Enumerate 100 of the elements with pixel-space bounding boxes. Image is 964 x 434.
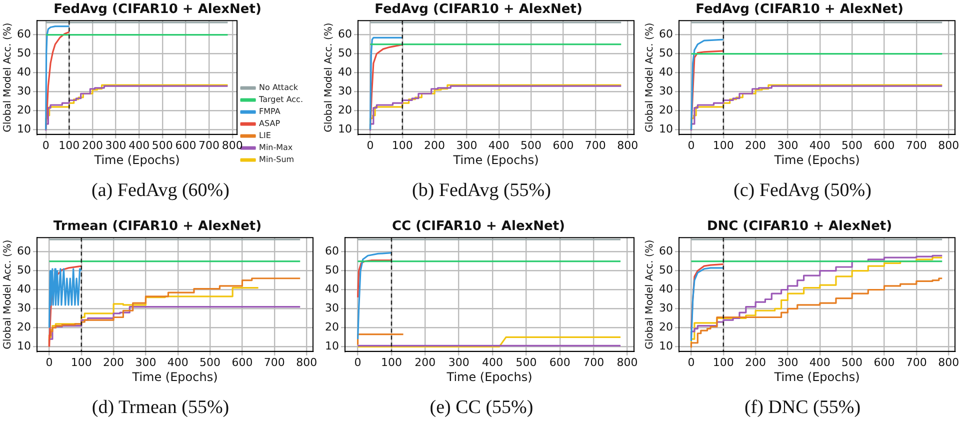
y-tick-label: 10 [16,122,31,136]
x-tick-label: 600 [874,138,895,152]
chart-title: Trmean (CIFAR10 + AlexNet) [53,219,262,234]
x-axis-title: Time (Epochs) [773,152,860,167]
y-tick-label: 50 [16,46,31,60]
x-tick-label: 100 [712,356,734,369]
x-axis-title: Time (Epochs) [773,370,860,384]
chart-title: FedAvg (CIFAR10 + AlexNet) [54,2,262,18]
y-axis-title: Global Model Acc. (%) [644,22,656,132]
y-tick-label: 40 [338,66,352,79]
x-tick-label: 100 [392,138,413,152]
legend-label: FMPA [259,107,281,116]
x-tick-label: 300 [105,138,126,152]
x-tick-label: 800 [938,138,960,152]
x-tick-label: 800 [296,356,318,369]
y-tick-label: 20 [16,320,31,334]
y-axis-title: Global Model Acc. (%) [2,240,14,350]
legend-label: No Attack [259,83,298,92]
x-tick-label: 200 [745,138,766,152]
chart-title: FedAvg (CIFAR10 + AlexNet) [696,2,904,18]
y-tick-label: 20 [658,320,673,334]
x-tick-label: 700 [906,138,927,152]
x-tick-label: 700 [198,138,220,152]
y-tick-label: 20 [338,104,352,117]
x-tick-label: 200 [745,356,766,369]
y-tick-label: 60 [658,244,673,258]
x-tick-label: 0 [688,138,695,152]
y-tick-label: 30 [658,84,673,98]
y-tick-label: 50 [658,46,673,60]
x-tick-label: 800 [617,138,638,152]
y-tick-label: 50 [338,46,352,60]
y-tick-label: 10 [16,340,31,353]
y-tick-label: 20 [16,104,31,117]
x-tick-label: 400 [167,356,188,369]
y-tick-label: 40 [16,282,31,296]
x-axis-title: Time (Epochs) [446,370,532,384]
x-tick-label: 800 [222,138,243,152]
y-tick-label: 60 [324,244,339,258]
x-axis-title: Time (Epochs) [131,370,218,384]
legend-label: Min-Max [259,143,293,152]
x-tick-label: 0 [688,356,695,369]
x-tick-label: 600 [552,138,574,152]
y-tick-label: 60 [338,28,352,41]
x-tick-label: 200 [414,356,436,369]
y-tick-label: 60 [658,28,673,41]
y-tick-label: 10 [658,340,673,353]
x-tick-label: 0 [354,356,362,369]
legend-label: Min-Sum [259,155,294,164]
y-tick-label: 40 [16,66,31,79]
y-tick-label: 50 [16,264,31,277]
y-tick-label: 30 [16,302,31,315]
x-tick-label: 0 [366,138,374,152]
text: (a) FedAvg (60%) [90,180,230,202]
x-tick-label: 600 [874,356,895,369]
y-axis-title: Global Model Acc. (%) [2,22,14,132]
x-tick-label: 100 [70,356,92,369]
x-tick-label: 400 [488,138,510,152]
x-tick-label: 600 [549,356,570,369]
x-tick-label: 500 [516,356,537,369]
x-tick-label: 700 [906,356,927,369]
text: (e) CC (55%) [428,397,534,419]
y-axis-title: Global Model Acc. (%) [324,22,335,132]
x-tick-label: 700 [264,356,285,369]
chart-title: FedAvg (CIFAR10 + AlexNet) [374,2,582,18]
x-tick-label: 800 [616,356,638,369]
x-tick-label: 300 [448,356,470,369]
x-tick-label: 200 [103,356,124,369]
x-tick-label: 500 [520,138,542,152]
x-tick-label: 200 [82,138,103,152]
x-axis-title: Time (Epochs) [93,152,180,167]
x-tick-label: 700 [583,356,604,369]
x-tick-label: 600 [232,356,253,369]
x-tick-label: 100 [380,356,402,369]
x-tick-label: 500 [842,356,863,369]
y-tick-label: 40 [658,66,673,79]
x-tick-label: 200 [424,138,446,152]
legend-label: Target Acc. [258,95,304,104]
y-tick-label: 60 [16,28,31,41]
x-tick-label: 0 [42,138,50,152]
text: (d) Trmean (55%) [90,397,230,419]
x-tick-label: 400 [482,356,504,369]
y-tick-label: 50 [658,264,673,277]
x-tick-label: 600 [175,138,196,152]
y-tick-label: 40 [324,282,339,296]
y-tick-label: 50 [324,264,339,277]
y-tick-label: 30 [658,302,673,315]
y-tick-label: 10 [658,122,673,136]
x-axis-title: Time (Epochs) [452,152,539,167]
x-tick-label: 300 [777,356,798,369]
x-tick-label: 800 [938,356,960,369]
x-tick-label: 100 [58,138,80,152]
y-tick-label: 40 [658,282,673,296]
x-tick-label: 500 [200,356,221,369]
x-tick-label: 500 [842,138,863,152]
chart-title: DNC (CIFAR10 + AlexNet) [706,219,892,234]
x-tick-label: 300 [135,356,156,369]
x-tick-label: 0 [46,356,53,369]
text: (f) DNC (55%) [743,397,862,419]
x-tick-label: 100 [712,138,734,152]
text: (b) FedAvg (55%) [411,180,552,202]
